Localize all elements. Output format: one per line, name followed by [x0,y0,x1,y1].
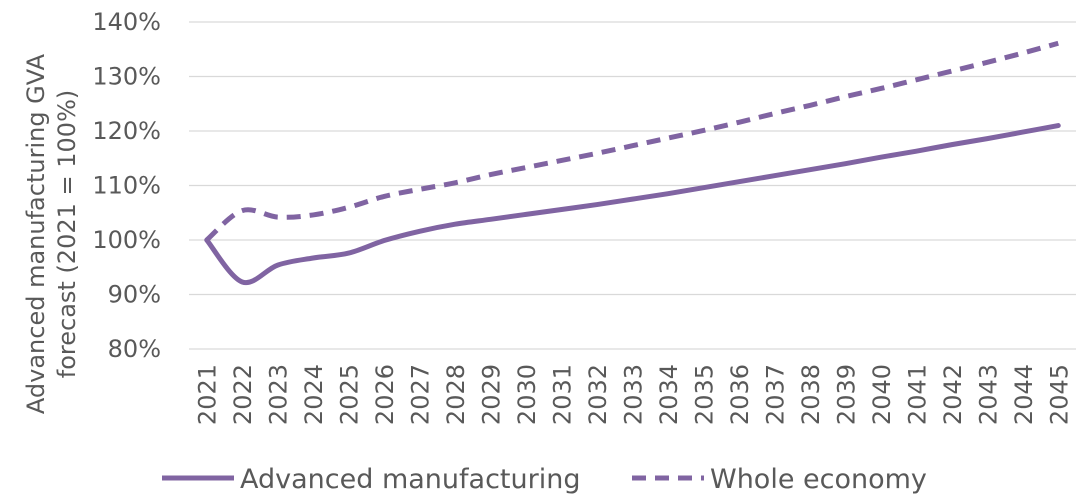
x-tick-label: 2031 [549,364,577,425]
x-tick-label: 2035 [690,364,718,425]
y-axis-title-line2: forecast (2021 = 100%) [53,90,81,378]
y-tick-label: 140% [92,8,161,36]
x-axis-ticks: 2021 2022 2023 2024 2025 2026 2027 2028 2029 2030… [194,364,1074,425]
y-axis-title: Advanced manufacturing GVA forecast (202… [22,53,81,414]
x-tick-label: 2024 [300,364,328,425]
y-tick-label: 110% [92,172,161,200]
x-tick-label: 2027 [407,364,435,425]
x-tick-label: 2034 [655,364,683,425]
x-tick-label: 2042 [939,364,967,425]
x-tick-label: 2045 [1045,364,1073,425]
x-tick-label: 2022 [229,364,257,425]
x-tick-label: 2023 [265,364,293,425]
y-tick-label: 130% [92,63,161,91]
y-tick-label: 100% [92,226,161,254]
y-tick-label: 120% [92,117,161,145]
x-tick-label: 2032 [584,364,612,425]
x-tick-label: 2021 [194,364,222,425]
series-line-advanced-manufacturing [204,123,1061,286]
y-tick-label: 90% [108,281,161,309]
x-tick-label: 2026 [371,364,399,425]
legend-label: Advanced manufacturing [240,464,580,495]
x-tick-label: 2044 [1010,364,1038,425]
series-line-whole-economy [205,40,1059,242]
x-tick-label: 2025 [336,364,364,425]
legend-label: Whole economy [710,464,927,495]
x-tick-label: 2037 [761,364,789,425]
legend: Advanced manufacturing Whole economy [162,464,927,495]
x-tick-label: 2029 [478,364,506,425]
gridlines [189,21,1076,350]
x-tick-label: 2030 [513,364,541,425]
y-tick-label: 80% [108,335,161,363]
y-axis-title-line1: Advanced manufacturing GVA [22,53,50,414]
x-tick-label: 2028 [442,364,470,425]
y-axis-ticks: 80% 90% 100% 110% 120% 130% 140% [92,8,161,363]
x-tick-label: 2038 [797,364,825,425]
x-tick-label: 2039 [832,364,860,425]
x-tick-label: 2036 [726,364,754,425]
x-tick-label: 2040 [868,364,896,425]
x-tick-label: 2043 [974,364,1002,425]
x-tick-label: 2041 [903,364,931,425]
x-tick-label: 2033 [620,364,648,425]
series-lines [204,40,1061,286]
